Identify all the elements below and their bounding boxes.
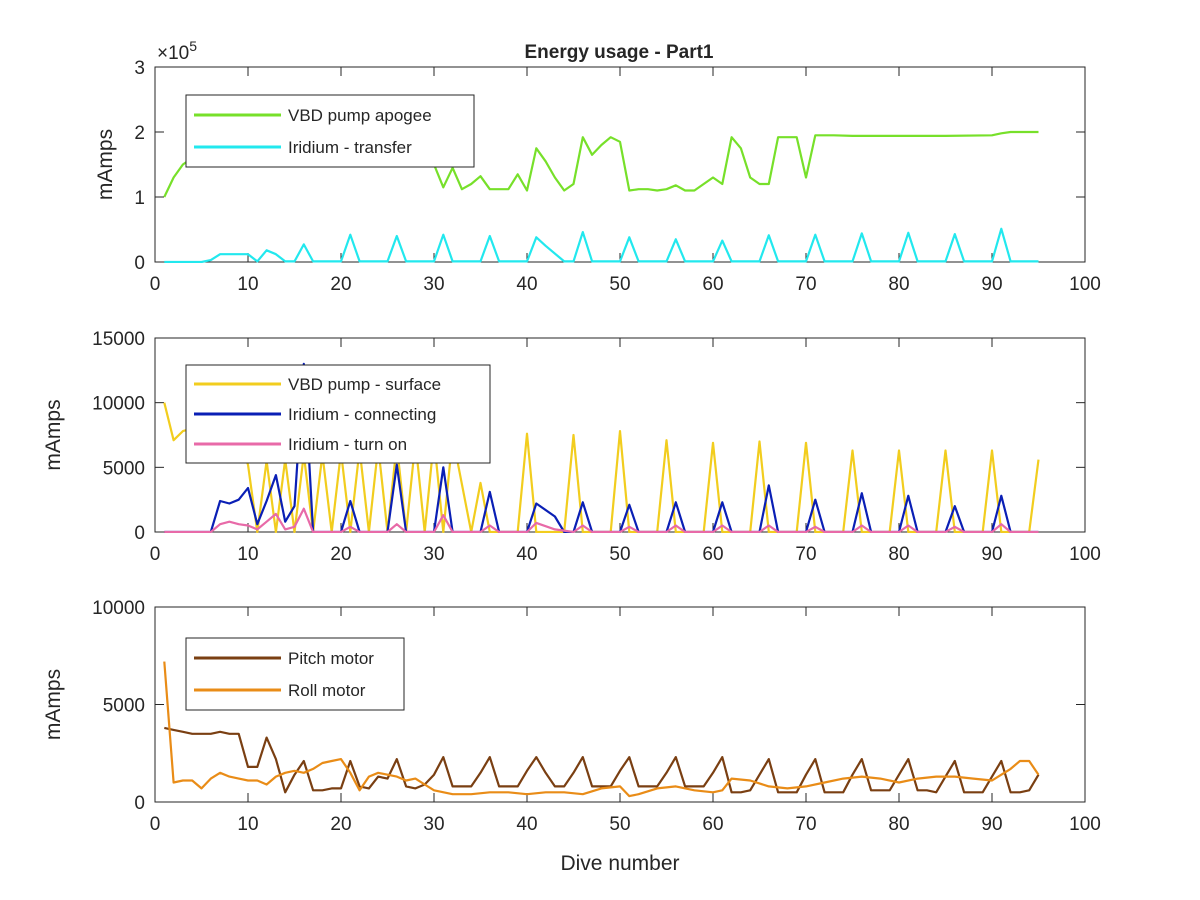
x-tick-label: 10 <box>237 814 258 835</box>
legend: VBD pump - surface Iridium - connecting Ir… <box>185 364 491 464</box>
legend-label: Iridium - connecting <box>288 405 436 424</box>
x-tick-label: 20 <box>330 814 351 835</box>
x-tick-label: 50 <box>609 544 630 565</box>
x-tick-label: 60 <box>702 274 723 295</box>
x-tick-label: 70 <box>795 814 816 835</box>
x-tick-label: 30 <box>423 544 444 565</box>
y-tick-label: 10000 <box>92 394 145 415</box>
x-tick-label: 80 <box>888 814 909 835</box>
x-tick-label: 80 <box>888 274 909 295</box>
x-tick-label: 50 <box>609 814 630 835</box>
x-axis-label: Dive number <box>560 852 679 875</box>
x-tick-label: 0 <box>150 814 161 835</box>
legend: VBD pump apogee Iridium - transfer <box>185 94 475 168</box>
series-line-iridium-transfer <box>164 227 1039 263</box>
x-tick-label: 0 <box>150 544 161 565</box>
legend-label: VBD pump apogee <box>288 106 432 125</box>
x-tick-label: 60 <box>702 544 723 565</box>
series-line-vbd-pump-apogee <box>163 130 1039 198</box>
y-tick-label: 10000 <box>92 598 145 619</box>
y-tick-label: 2 <box>134 123 145 144</box>
y-tick-label: 0 <box>134 793 145 814</box>
x-tick-label: 80 <box>888 544 909 565</box>
x-tick-label: 10 <box>237 544 258 565</box>
legend-label: Pitch motor <box>288 649 374 668</box>
x-tick-label: 30 <box>423 814 444 835</box>
legend-box <box>185 94 475 168</box>
x-tick-label: 100 <box>1069 274 1101 295</box>
legend-label: VBD pump - surface <box>288 375 441 394</box>
series-line-roll-motor <box>163 661 1040 798</box>
x-tick-label: 40 <box>516 814 537 835</box>
y-tick-label: 15000 <box>92 329 145 350</box>
series-line-iridium-turn-on <box>164 507 1039 533</box>
x-tick-label: 10 <box>237 274 258 295</box>
legend-box <box>185 637 405 711</box>
x-tick-label: 60 <box>702 814 723 835</box>
x-tick-label: 70 <box>795 544 816 565</box>
x-tick-label: 20 <box>330 544 351 565</box>
y-axis-label: mAmps <box>42 669 65 740</box>
x-tick-label: 0 <box>150 274 161 295</box>
legend-label: Iridium - transfer <box>288 138 412 157</box>
subplot-2: 0 10 20 30 40 50 60 70 80 90 100 0 5000 10000 15000 mAm… <box>42 329 1101 565</box>
subplot-1: 0 10 20 30 40 50 60 70 80 90 100 0 1 2 3 ×105 mAmps VBD p… <box>94 38 1101 295</box>
x-tick-label: 20 <box>330 274 351 295</box>
y-tick-label: 0 <box>134 253 145 274</box>
y-axis-label: mAmps <box>94 129 117 200</box>
x-tick-label: 100 <box>1069 814 1101 835</box>
y-tick-label: 0 <box>134 523 145 544</box>
y-exponent-label: ×105 <box>157 38 197 64</box>
y-tick-label: 3 <box>134 58 145 79</box>
x-tick-label: 90 <box>981 814 1002 835</box>
y-axis-label: mAmps <box>42 399 65 470</box>
y-tick-label: 5000 <box>103 696 145 717</box>
x-tick-label: 100 <box>1069 544 1101 565</box>
y-tick-label: 1 <box>134 188 145 209</box>
y-tick-label: 5000 <box>103 458 145 479</box>
x-tick-label: 40 <box>516 544 537 565</box>
series-line-pitch-motor <box>164 726 1040 794</box>
subplot-3: 0 10 20 30 40 50 60 70 80 90 100 0 5000 10000 mAmps Div… <box>42 598 1101 875</box>
x-tick-label: 90 <box>981 544 1002 565</box>
figure-title: Energy usage - Part1 <box>524 42 713 63</box>
x-tick-label: 50 <box>609 274 630 295</box>
x-tick-label: 30 <box>423 274 444 295</box>
legend: Pitch motor Roll motor <box>185 637 405 711</box>
x-tick-label: 90 <box>981 274 1002 295</box>
x-tick-label: 40 <box>516 274 537 295</box>
x-tick-label: 70 <box>795 274 816 295</box>
legend-label: Roll motor <box>288 681 366 700</box>
legend-label: Iridium - turn on <box>288 435 407 454</box>
